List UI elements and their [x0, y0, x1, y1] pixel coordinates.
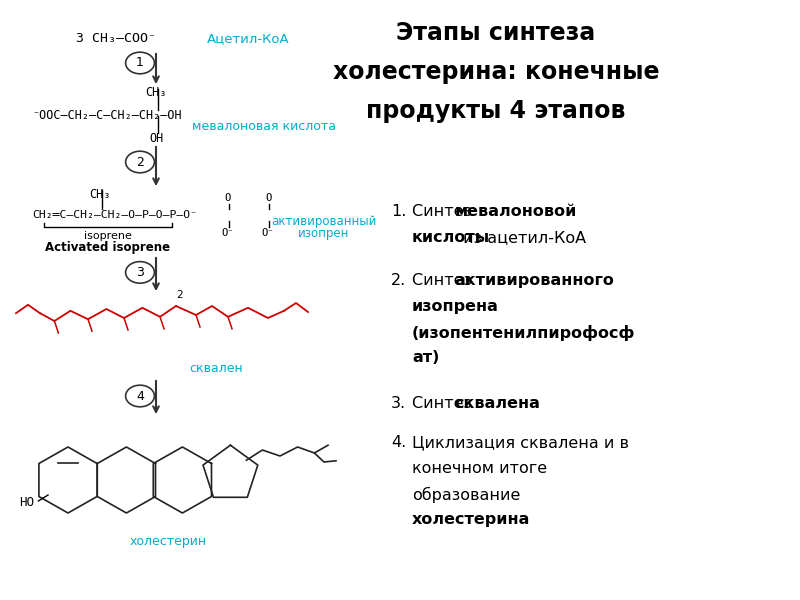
Circle shape	[126, 385, 154, 407]
Text: сквален: сквален	[189, 362, 243, 376]
Text: Синтез: Синтез	[412, 396, 477, 411]
Text: CH₃: CH₃	[90, 188, 110, 202]
Text: сквалена: сквалена	[454, 396, 540, 411]
Text: Activated isoprene: Activated isoprene	[46, 241, 170, 254]
Text: HO: HO	[19, 496, 34, 509]
Text: O: O	[225, 193, 231, 203]
Text: Синтез: Синтез	[412, 273, 477, 288]
Text: 1: 1	[136, 56, 144, 70]
Text: 3.: 3.	[391, 396, 406, 411]
Text: 3 CH₃—COO⁻: 3 CH₃—COO⁻	[76, 32, 156, 46]
Text: O⁻: O⁻	[262, 228, 274, 238]
Text: ат): ат)	[412, 350, 439, 365]
Text: 2: 2	[177, 290, 183, 300]
Text: 3: 3	[136, 266, 144, 279]
Text: Циклизация сквалена и в: Циклизация сквалена и в	[412, 435, 629, 450]
Text: (изопентенилпирофосф: (изопентенилпирофосф	[412, 325, 635, 341]
Text: мевалоновой: мевалоновой	[454, 204, 577, 219]
Text: Синтез: Синтез	[412, 204, 477, 219]
Text: CH₃: CH₃	[146, 86, 166, 100]
Text: O⁻: O⁻	[222, 228, 234, 238]
Text: активированный: активированный	[271, 215, 377, 229]
Text: изопрен: изопрен	[298, 227, 350, 241]
Text: активированного: активированного	[454, 273, 614, 288]
Text: 4: 4	[136, 389, 144, 403]
Circle shape	[126, 52, 154, 74]
Text: изопрена: изопрена	[412, 299, 499, 314]
Text: O: O	[265, 193, 271, 203]
Text: ⁻OOC—CH₂—C—CH₂—CH₂—OH: ⁻OOC—CH₂—C—CH₂—CH₂—OH	[32, 109, 182, 122]
Text: холестерина: конечные: холестерина: конечные	[333, 60, 659, 84]
Text: OH: OH	[149, 131, 163, 145]
Text: isoprene: isoprene	[84, 232, 132, 241]
Text: кислоты: кислоты	[412, 230, 490, 245]
Text: из ацетил-КоА: из ацетил-КоА	[458, 230, 586, 245]
Text: холестерин: холестерин	[130, 535, 206, 548]
Text: образование: образование	[412, 487, 520, 503]
Circle shape	[126, 151, 154, 173]
Text: конечном итоге: конечном итоге	[412, 461, 547, 476]
Text: 4.: 4.	[391, 435, 406, 450]
Text: Этапы синтеза: Этапы синтеза	[396, 21, 596, 45]
Text: 1.: 1.	[391, 204, 406, 219]
Text: мевалоновая кислота: мевалоновая кислота	[192, 119, 336, 133]
Text: 2: 2	[136, 155, 144, 169]
Text: Ацетил-КоА: Ацетил-КоА	[206, 32, 290, 46]
Text: холестерина: холестерина	[412, 512, 530, 527]
Text: продукты 4 этапов: продукты 4 этапов	[366, 99, 626, 123]
Circle shape	[126, 262, 154, 283]
Text: CH₂═C—CH₂—CH₂—O—P—O—P—O⁻: CH₂═C—CH₂—CH₂—O—P—O—P—O⁻	[32, 210, 197, 220]
Text: 2.: 2.	[391, 273, 406, 288]
